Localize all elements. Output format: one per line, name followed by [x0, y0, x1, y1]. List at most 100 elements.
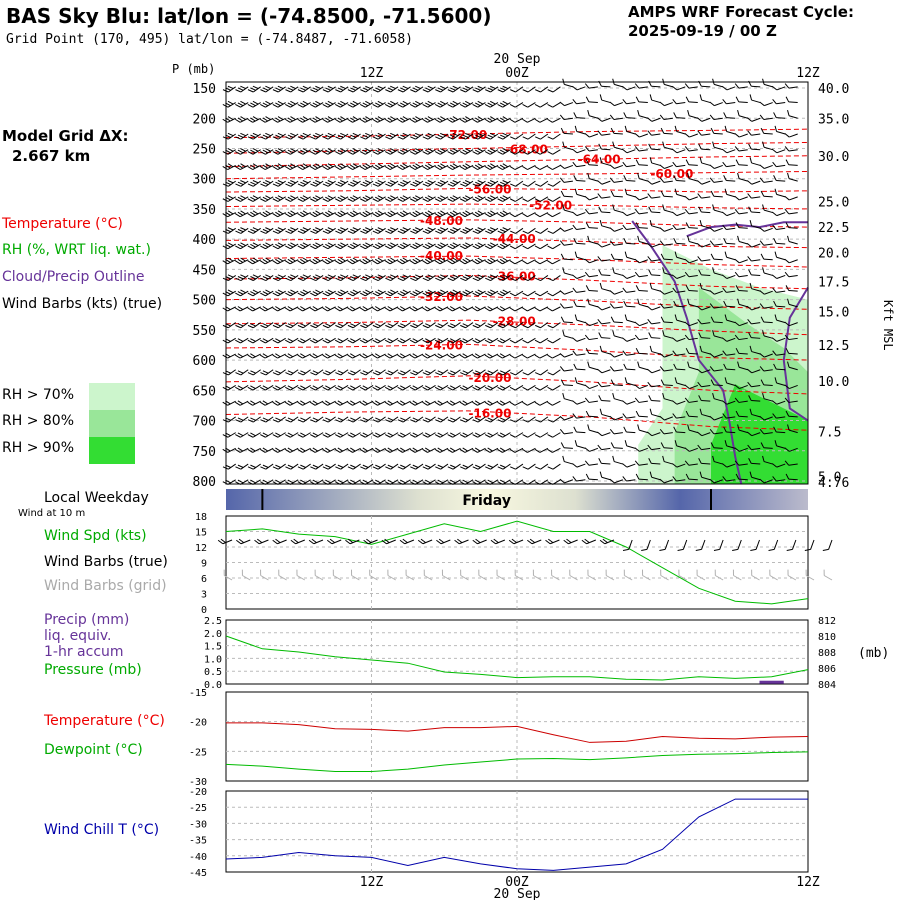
barb-feather	[622, 350, 627, 356]
barb-feather	[450, 276, 456, 280]
barb-feather	[237, 228, 244, 233]
wind-barb	[485, 227, 499, 234]
barb-feather	[484, 165, 491, 170]
wind-barb	[272, 447, 286, 453]
barb-feather	[363, 539, 369, 545]
barb-feather	[290, 100, 296, 105]
barb-feather	[475, 181, 481, 186]
barb-feather	[447, 136, 454, 140]
barb-feather	[759, 177, 765, 183]
wind-barb	[734, 133, 748, 138]
barb-staff	[688, 429, 698, 434]
barb-feather	[377, 148, 384, 152]
barb-feather	[648, 332, 652, 338]
barb-feather	[250, 353, 256, 358]
barb-staff	[576, 212, 586, 217]
wind-barb	[409, 400, 424, 406]
barb-feather	[335, 419, 341, 423]
barb-feather	[762, 330, 765, 336]
barb-staff	[539, 385, 549, 391]
barb-staff	[502, 463, 511, 470]
wind-barb	[572, 413, 586, 419]
barb-staff	[477, 306, 486, 312]
barb-feather	[804, 548, 811, 551]
barb-staff	[314, 353, 324, 359]
wind-barb	[297, 257, 311, 265]
barb-feather	[277, 163, 284, 168]
wind-barb	[497, 148, 511, 155]
barb-feather	[252, 289, 259, 294]
barb-staff	[352, 196, 361, 202]
wind-barb	[359, 148, 374, 155]
barb-staff	[714, 102, 723, 107]
barb-staff	[651, 369, 661, 374]
barb-feather	[697, 256, 702, 262]
barb-staff	[352, 133, 361, 140]
barb-feather	[337, 385, 344, 389]
wind-barb	[584, 271, 598, 278]
barb-feather	[235, 245, 241, 250]
barb-feather	[609, 227, 615, 232]
wind-barb	[234, 116, 249, 123]
barb-feather	[302, 116, 309, 121]
barb-staff	[638, 352, 648, 355]
barb-staff	[440, 86, 449, 93]
barb-staff	[614, 102, 624, 107]
barb-feather	[409, 401, 416, 406]
barb-staff	[613, 384, 623, 386]
barb-feather	[449, 306, 456, 311]
barb-feather	[397, 419, 404, 423]
barb-feather	[352, 227, 359, 231]
barb-staff	[527, 180, 536, 187]
barb-feather	[310, 245, 316, 250]
wind-barb	[747, 193, 761, 199]
barb-feather	[352, 195, 359, 199]
barb-feather	[709, 177, 715, 183]
barb-feather	[737, 298, 740, 305]
barb-feather	[635, 347, 640, 354]
wind-barb	[309, 353, 324, 359]
barb-feather	[699, 471, 703, 478]
barb-staff	[539, 306, 549, 312]
barb-feather	[499, 291, 506, 295]
barb-feather	[697, 318, 702, 325]
wind-barb	[634, 258, 648, 264]
barb-feather	[422, 118, 428, 123]
barb-staff	[439, 353, 449, 359]
barb-feather	[435, 183, 441, 187]
barb-staff	[639, 303, 648, 308]
barb-feather	[572, 148, 578, 154]
barb-feather	[297, 198, 304, 202]
wind-barb	[272, 132, 286, 140]
barb-feather	[723, 363, 727, 370]
barb-staff	[490, 463, 499, 470]
barb-feather	[237, 211, 244, 216]
barb-feather	[237, 117, 244, 122]
wind-barb	[772, 98, 786, 105]
barb-feather	[624, 188, 628, 195]
barb-feather	[547, 307, 553, 312]
barb-feather	[265, 100, 271, 105]
barb-feather	[440, 100, 446, 105]
barb-staff	[751, 322, 761, 325]
wind-barb	[359, 337, 374, 344]
wind-barb	[559, 353, 574, 358]
wind-barb	[484, 447, 499, 453]
barb-staff	[427, 353, 436, 359]
barb-feather	[623, 112, 627, 118]
barb-feather	[235, 151, 241, 155]
barb-feather	[387, 149, 394, 154]
barb-staff	[540, 369, 549, 376]
barb-feather	[502, 116, 509, 121]
barb-feather	[464, 180, 471, 184]
barb-staff	[688, 478, 698, 481]
barb-feather	[772, 476, 777, 482]
wind-barb	[699, 94, 711, 104]
barb-staff	[676, 353, 686, 356]
barb-feather	[696, 368, 703, 374]
barb-staff	[563, 195, 573, 198]
barb-feather	[472, 466, 479, 470]
wind-barb-10m	[472, 538, 487, 545]
barb-staff	[563, 321, 573, 324]
barb-feather	[673, 112, 677, 118]
